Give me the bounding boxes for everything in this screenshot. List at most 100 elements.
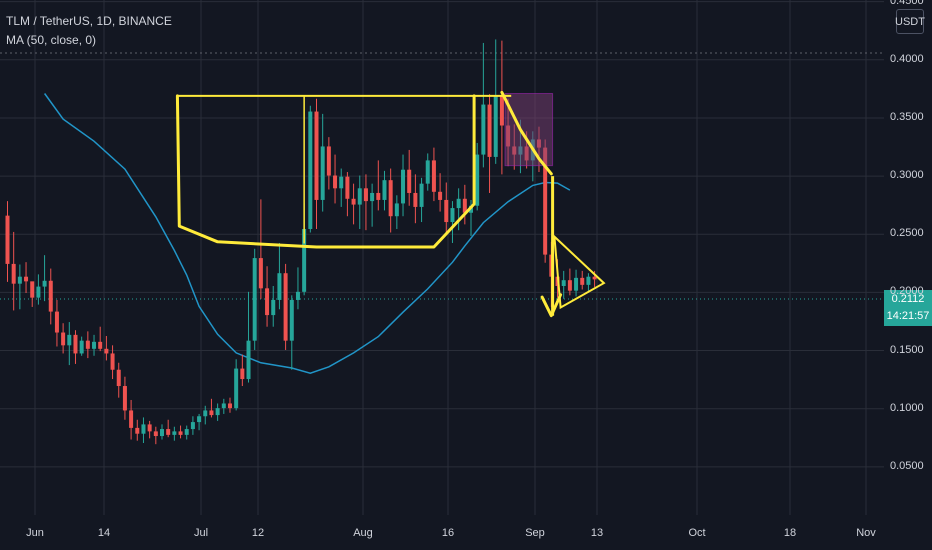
time-axis-tick: Oct [688,527,706,539]
candle-body [246,340,251,380]
time-axis-tick: Aug [353,527,373,539]
time-axis-tick: Jun [26,527,44,539]
candle [104,336,109,361]
candle [413,174,418,224]
candle-body [363,188,368,202]
candle [11,231,16,311]
candle [561,270,566,299]
candle [215,403,220,421]
candle [308,105,313,233]
candle [394,195,399,230]
candle-body [382,180,387,200]
candle [190,416,195,435]
candle [42,255,47,302]
candle [314,98,319,230]
candle [462,184,467,225]
price-axis-tick: 0.4000 [890,52,924,65]
chart-legend: TLM / TetherUS, 1D, BINANCE MA (50, clos… [6,12,172,50]
candle-body [17,276,22,284]
currency-unit-badge[interactable]: USDT [895,9,925,34]
candle-body [5,215,10,264]
ma-line [43,93,571,374]
candle [339,168,344,207]
candle [450,201,455,243]
candle [79,336,84,356]
candle-body [580,277,585,285]
time-axis-tick: 16 [441,527,455,539]
candle-body [376,192,381,200]
candle-body [283,273,288,341]
candle [5,201,10,282]
candle-body [407,169,412,193]
symbol-title[interactable]: TLM / TetherUS, 1D, BINANCE [6,14,172,28]
candle-body [499,96,504,126]
candle-body [265,288,270,316]
candle-body [135,427,140,434]
candle [419,177,424,223]
candle [586,273,591,292]
price-axis-tick: 0.1500 [890,343,924,356]
candle [258,199,263,299]
candle [580,270,585,290]
drawing-layer[interactable] [175,90,606,318]
last-price-label: 0.2112 [891,293,925,305]
candle-body [388,180,393,217]
candle-body [351,198,356,205]
candle-body [129,410,134,428]
candle-body [586,276,591,285]
candle-body [413,192,418,207]
indicator-title[interactable]: MA (50, close, 0) [6,33,97,47]
candle [240,354,245,387]
candle [252,248,257,350]
candle-body [456,198,461,209]
pennant-triangle [553,234,606,310]
candle-body [215,408,220,416]
candle-body [252,258,257,341]
candle-body [462,198,467,213]
candle-body [30,281,35,298]
time-axis-tick: 14 [97,527,111,539]
candle [61,323,66,354]
candle [567,268,572,296]
candle-body [561,280,566,287]
candle [401,154,406,217]
price-axis-tick: 0.3000 [890,169,924,182]
price-axis-tick: 0.4500 [890,0,924,7]
candle-body [444,199,449,223]
candle [345,172,350,217]
candle-body [67,334,72,346]
candle [444,182,449,235]
price-axis-tick: 0.1000 [890,401,924,414]
candle [438,173,443,212]
candle [388,168,393,233]
candle [499,40,504,175]
highlight-box [504,93,554,167]
candle-body [116,369,121,387]
candle-body [419,183,424,207]
candle [48,268,53,325]
down-arrow-head [540,293,563,318]
candle [277,242,282,310]
candle [30,281,35,307]
handle-curve [500,90,553,176]
candle-body [92,341,97,349]
candle [17,264,22,310]
candle [574,269,579,297]
price-axis-tick: 0.0500 [890,459,924,472]
candle [333,154,338,204]
candle [153,426,158,445]
candle-body [394,203,399,217]
candle [234,359,239,411]
candle [227,397,232,413]
candle-body [493,96,498,157]
candle [73,330,78,364]
candle [382,170,387,211]
candle-body [308,111,313,230]
candle [122,376,127,420]
candle-body [302,229,307,292]
candle [431,147,436,202]
candle [487,94,492,193]
candle-body [370,192,375,202]
candle [24,262,29,293]
